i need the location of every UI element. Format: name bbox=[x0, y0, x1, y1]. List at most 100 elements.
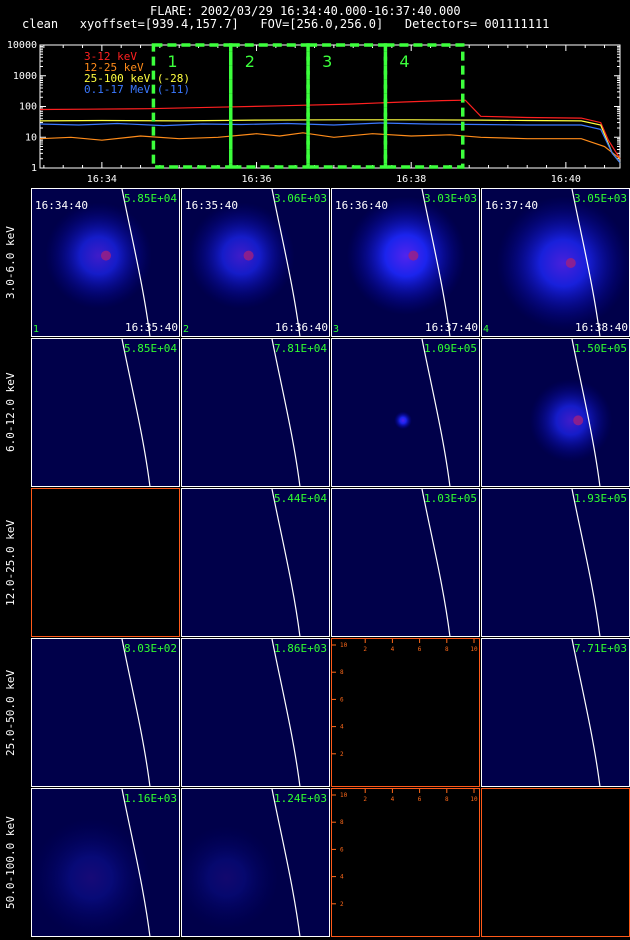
panel-image bbox=[421, 489, 451, 637]
start-time: 16:37:40 bbox=[485, 199, 538, 212]
y-tick-label: 10000 bbox=[7, 40, 37, 51]
energy-band-label: 6.0-12.0 keV bbox=[4, 372, 17, 453]
emission-peak bbox=[565, 258, 576, 268]
energy-band-label: 12.0-25.0 keV bbox=[4, 519, 17, 606]
emission-source bbox=[496, 196, 630, 330]
panel-image bbox=[394, 339, 451, 487]
panel-image bbox=[32, 489, 180, 637]
peak-value: 1.86E+03 bbox=[274, 642, 327, 655]
image-panel: 1.09E+05 bbox=[332, 339, 480, 487]
solar-limb bbox=[571, 489, 601, 637]
emission-source bbox=[32, 818, 151, 937]
axis-tick-label: 8 bbox=[340, 819, 344, 826]
axis-tick-label: 6 bbox=[340, 846, 344, 853]
image-panel: 3.06E+03 16:35:40 16:36:40 2 bbox=[182, 189, 330, 337]
image-panel: 7.81E+04 bbox=[182, 339, 330, 487]
panel-image bbox=[571, 639, 601, 787]
series-line bbox=[39, 119, 621, 163]
image-panel: 1.03E+05 bbox=[332, 489, 480, 637]
energy-band-label: 50.0-100.0 keV bbox=[4, 816, 17, 909]
image-panel: 1.24E+03 bbox=[182, 789, 330, 937]
start-time: 16:36:40 bbox=[335, 199, 388, 212]
y-tick-label: 100 bbox=[19, 102, 37, 113]
x-tick-label: 16:36 bbox=[241, 174, 271, 185]
axis-tick-label: 8 bbox=[445, 796, 449, 803]
x-tick-label: 16:38 bbox=[396, 174, 426, 185]
peak-value: 5.85E+04 bbox=[124, 192, 177, 205]
solar-limb bbox=[271, 339, 301, 487]
image-panel: 1.93E+05 bbox=[482, 489, 630, 637]
axis-tick-label: 10 bbox=[470, 646, 478, 653]
end-time: 16:37:40 bbox=[425, 321, 478, 334]
series-line bbox=[39, 99, 621, 160]
image-panel: 5.85E+04 16:34:40 16:35:40 1 bbox=[32, 189, 180, 337]
series-line bbox=[39, 122, 621, 163]
axis-tick-label: 6 bbox=[418, 796, 422, 803]
panel-number: 3 bbox=[333, 324, 340, 335]
panel-number: 1 bbox=[33, 324, 40, 335]
lightcurve-plot: 1 10 100 1000 10000 16:34 16:36 16:38 16:40 3-12 … bbox=[7, 40, 621, 185]
time-interval-box bbox=[383, 43, 465, 169]
time-interval-box bbox=[306, 43, 388, 169]
peak-value: 1.16E+03 bbox=[124, 792, 177, 805]
panel-image bbox=[121, 639, 151, 787]
x-tick-label: 16:40 bbox=[551, 174, 581, 185]
y-tick-label: 1000 bbox=[13, 71, 37, 82]
image-panel: 7.71E+03 bbox=[482, 639, 630, 787]
end-time: 16:35:40 bbox=[125, 321, 178, 334]
peak-value: 3.06E+03 bbox=[274, 192, 327, 205]
start-time: 16:34:40 bbox=[35, 199, 88, 212]
peak-value: 7.81E+04 bbox=[274, 342, 327, 355]
emission-source bbox=[346, 196, 466, 315]
peak-value: 1.24E+03 bbox=[274, 792, 327, 805]
y-tick-label: 10 bbox=[25, 132, 37, 143]
panel-image bbox=[271, 489, 301, 637]
x-tick-label: 16:34 bbox=[87, 174, 117, 185]
end-time: 16:36:40 bbox=[275, 321, 328, 334]
legend-entry: 0.1-17 MeV (-11) bbox=[84, 83, 190, 96]
emission-source bbox=[394, 411, 412, 430]
panel-image bbox=[271, 639, 301, 787]
solar-limb bbox=[271, 639, 301, 787]
axis-tick-label: 2 bbox=[340, 751, 344, 758]
series-line bbox=[39, 132, 621, 160]
peak-value: 7.71E+03 bbox=[574, 642, 627, 655]
time-interval-box bbox=[151, 43, 233, 169]
solar-limb bbox=[121, 339, 151, 487]
solar-limb bbox=[571, 639, 601, 787]
solar-limb bbox=[271, 789, 301, 937]
axis-tick-label: 6 bbox=[340, 696, 344, 703]
energy-band-label: 25.0-50.0 keV bbox=[4, 669, 17, 756]
panel-number: 2 bbox=[183, 324, 190, 335]
start-time: 16:35:40 bbox=[185, 199, 238, 212]
legend-entry: 3-12 keV bbox=[84, 50, 137, 63]
image-panel: 8.03E+02 bbox=[32, 639, 180, 787]
peak-value: 5.85E+04 bbox=[124, 342, 177, 355]
axis-tick-label: 2 bbox=[340, 901, 344, 908]
axis-tick-label: 10 bbox=[340, 792, 348, 799]
peak-value: 1.50E+05 bbox=[574, 342, 627, 355]
emission-source bbox=[529, 378, 613, 462]
solar-limb bbox=[271, 489, 301, 637]
image-panel: 1.16E+03 bbox=[32, 789, 180, 937]
panel-image bbox=[271, 339, 301, 487]
emission-peak bbox=[573, 415, 584, 426]
emission-peak bbox=[408, 250, 419, 261]
panel-image bbox=[529, 339, 613, 487]
legend-entry: 25-100 keV (-28) bbox=[84, 72, 190, 85]
y-tick-label: 1 bbox=[31, 163, 37, 174]
axis-tick-label: 4 bbox=[391, 796, 395, 803]
panel-image bbox=[32, 789, 151, 937]
time-interval-label: 2 bbox=[245, 52, 255, 71]
panel-image bbox=[182, 789, 301, 937]
emission-peak bbox=[101, 250, 111, 261]
solar-limb bbox=[121, 639, 151, 787]
panel-image bbox=[482, 789, 630, 937]
peak-value: 1.09E+05 bbox=[424, 342, 477, 355]
axis-tick-label: 4 bbox=[340, 874, 344, 881]
end-time: 16:38:40 bbox=[575, 321, 628, 334]
image-parameters: clean xyoffset=[939.4,157.7] FOV=[256.0,… bbox=[22, 17, 550, 31]
axis-tick-label: 2 bbox=[363, 646, 367, 653]
solar-limb bbox=[421, 489, 451, 637]
time-interval-label: 1 bbox=[167, 52, 177, 71]
